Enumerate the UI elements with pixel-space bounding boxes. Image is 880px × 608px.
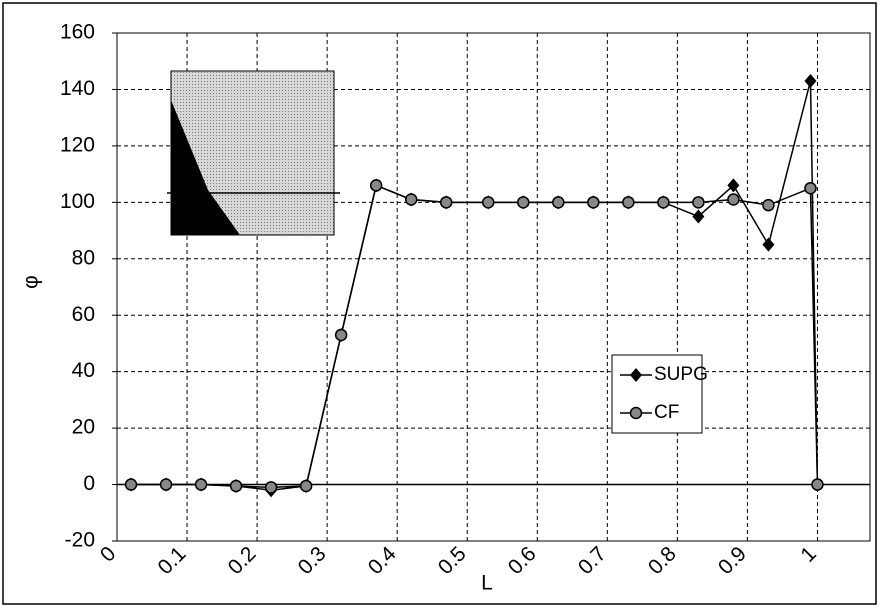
marker [805, 183, 816, 194]
y-tick-label: 20 [72, 416, 95, 439]
chart-frame [3, 3, 876, 604]
y-tick-label: 120 [60, 133, 95, 156]
y-tick-label: 140 [60, 77, 95, 100]
marker [371, 180, 382, 191]
y-tick-label: 100 [60, 190, 95, 213]
marker [812, 479, 823, 490]
marker [623, 197, 634, 208]
marker [588, 197, 599, 208]
marker [126, 479, 137, 490]
inset-image [167, 71, 340, 235]
legend-marker [631, 408, 642, 419]
marker [406, 194, 417, 205]
marker [693, 197, 704, 208]
marker [658, 197, 669, 208]
marker [441, 197, 452, 208]
y-tick-label: 40 [72, 359, 95, 382]
y-tick-label: 0 [83, 472, 95, 495]
y-tick-label: 160 [60, 21, 95, 44]
marker [763, 200, 774, 211]
marker [266, 482, 277, 493]
marker [518, 197, 529, 208]
marker [728, 194, 739, 205]
chart: -2002040608010012014016000.10.20.30.40.5… [0, 0, 880, 608]
legend-label: SUPG [654, 364, 708, 385]
y-axis-label: φ [20, 275, 43, 289]
marker [196, 479, 207, 490]
y-tick-label: 60 [72, 303, 95, 326]
marker [231, 480, 242, 491]
marker [301, 480, 312, 491]
y-tick-label: 80 [72, 246, 95, 269]
marker [161, 479, 172, 490]
marker [553, 197, 564, 208]
marker [336, 329, 347, 340]
legend-label: CF [654, 402, 679, 423]
y-tick-label: -20 [65, 529, 95, 552]
marker [483, 197, 494, 208]
x-axis-label: L [481, 572, 493, 595]
